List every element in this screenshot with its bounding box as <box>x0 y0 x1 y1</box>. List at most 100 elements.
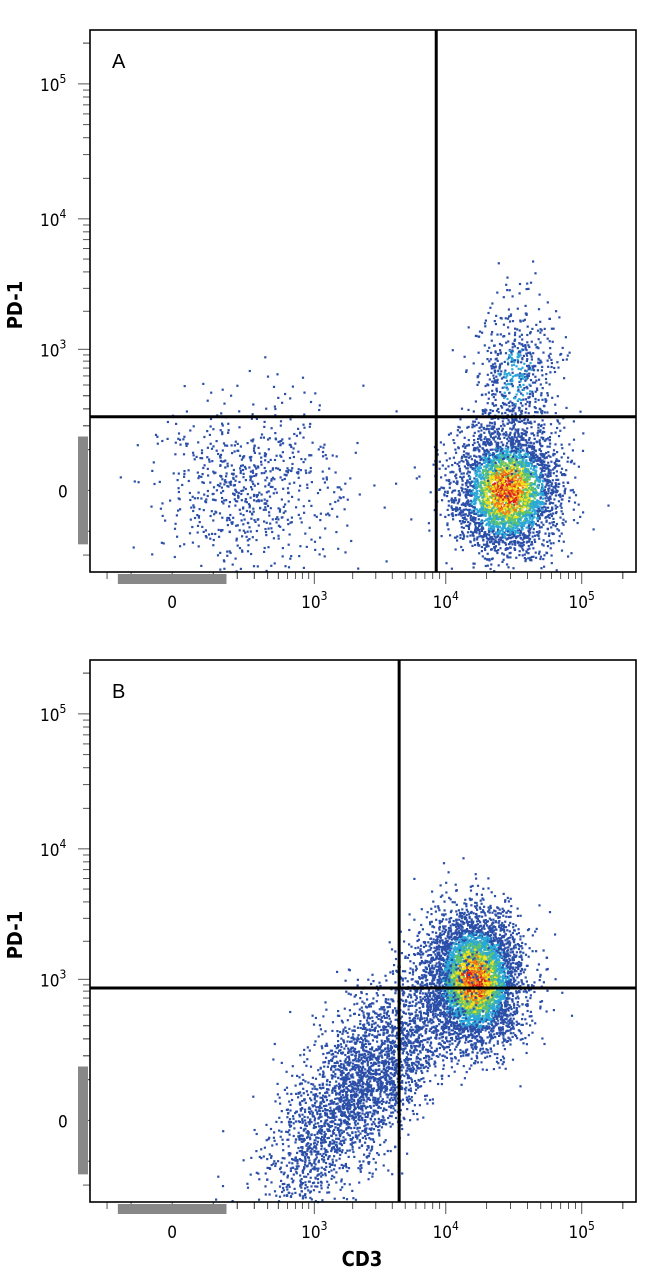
event-dot <box>475 494 478 497</box>
event-dot <box>486 460 489 463</box>
event-dot <box>517 492 520 495</box>
event-dot <box>252 565 256 568</box>
event-dot <box>249 496 252 499</box>
event-dot <box>564 520 567 523</box>
event-dot <box>460 545 463 549</box>
event-dot <box>492 438 495 441</box>
event-dot <box>496 516 499 519</box>
event-dot <box>523 372 526 376</box>
event-dot <box>535 474 538 477</box>
event-dot <box>529 467 533 470</box>
event-dot <box>500 370 503 373</box>
event-dot <box>206 430 209 433</box>
event-dot <box>511 407 514 410</box>
event-dot <box>507 440 510 443</box>
event-dot <box>451 491 454 494</box>
event-dot <box>476 486 479 489</box>
event-dot <box>494 509 497 512</box>
event-dot <box>478 437 481 440</box>
event-dot <box>532 504 536 507</box>
event-dot <box>474 502 477 505</box>
event-dot <box>241 549 244 552</box>
event-dot <box>496 469 499 472</box>
event-dot <box>509 506 512 509</box>
event-dot <box>500 469 503 472</box>
event-dot <box>248 504 251 507</box>
event-dot <box>471 423 474 426</box>
event-dot <box>515 490 518 493</box>
event-dot <box>164 519 167 522</box>
event-dot <box>498 482 501 486</box>
event-dot <box>496 493 499 496</box>
event-dot <box>447 504 450 507</box>
event-dot <box>286 467 289 470</box>
event-dot <box>495 387 498 390</box>
event-dot <box>579 515 582 518</box>
event-dot <box>205 498 208 501</box>
event-dot <box>522 437 525 440</box>
event-dot <box>235 475 238 478</box>
event-dot <box>526 375 529 378</box>
event-dot <box>517 406 520 409</box>
event-dot <box>486 540 489 543</box>
event-dot <box>533 364 536 367</box>
event-dot <box>472 434 475 437</box>
event-dot <box>289 557 292 560</box>
event-dot <box>515 450 518 453</box>
event-dot <box>461 487 464 490</box>
event-dot <box>495 375 498 378</box>
event-dot <box>161 514 164 517</box>
event-dot <box>383 506 386 509</box>
event-dot <box>528 421 531 424</box>
event-dot <box>310 538 313 541</box>
event-dot <box>515 365 518 368</box>
event-dot <box>449 432 452 435</box>
event-dot <box>490 528 493 531</box>
event-dot <box>238 547 242 550</box>
event-dot <box>466 426 469 429</box>
event-dot <box>454 489 457 492</box>
event-dot <box>507 547 510 550</box>
event-dot <box>290 469 293 472</box>
event-dot <box>518 485 521 488</box>
event-dot <box>493 485 496 489</box>
event-dot <box>528 396 531 399</box>
event-dot <box>529 502 532 505</box>
event-dot <box>501 481 504 484</box>
event-dot <box>507 516 510 519</box>
event-dot <box>208 458 211 461</box>
event-dot <box>174 453 177 456</box>
event-dot <box>340 488 343 491</box>
event-dot <box>256 494 259 497</box>
event-dot <box>497 444 500 448</box>
event-dot <box>535 346 538 349</box>
event-dot <box>488 527 491 531</box>
event-dot <box>515 464 518 467</box>
event-dot <box>531 495 534 498</box>
event-dot <box>521 544 524 547</box>
event-dot <box>519 471 522 474</box>
event-dot <box>513 495 516 498</box>
event-dot <box>448 483 451 486</box>
event-dot <box>520 445 523 448</box>
event-dot <box>232 473 235 476</box>
event-dot <box>533 452 536 455</box>
event-dot <box>509 400 512 403</box>
event-dot <box>539 467 542 470</box>
event-dot <box>489 483 492 486</box>
event-dot <box>512 461 515 464</box>
event-dot <box>494 398 497 401</box>
event-dot <box>547 497 550 500</box>
event-dot <box>515 511 519 514</box>
event-dot <box>498 459 501 462</box>
event-dot <box>483 451 486 454</box>
event-dot <box>445 562 448 565</box>
event-dot <box>452 456 455 459</box>
event-dot <box>570 552 573 555</box>
event-dot <box>468 503 471 506</box>
event-dot <box>547 354 550 357</box>
event-dot <box>523 429 526 432</box>
event-dot <box>156 435 159 438</box>
event-dot <box>506 437 509 441</box>
event-dot <box>183 435 186 438</box>
